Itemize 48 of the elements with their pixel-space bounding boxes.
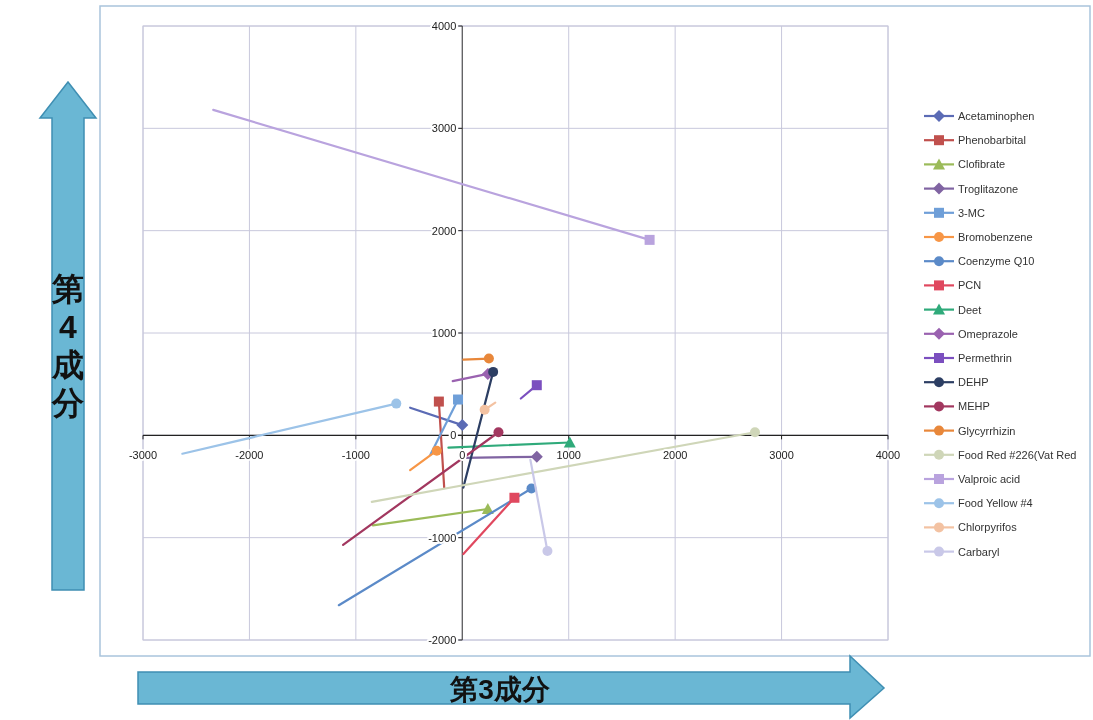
x-tick-label: 1000: [556, 449, 581, 462]
legend-label: Permethrin: [958, 352, 1012, 364]
point: [531, 380, 542, 391]
point: [488, 366, 499, 377]
point: [530, 450, 543, 463]
legend-label: PCN: [958, 279, 982, 292]
point: [431, 445, 442, 456]
point: [644, 234, 655, 245]
legend-label: Troglitazone: [958, 182, 1019, 195]
x-tick-label: -2000: [235, 449, 264, 462]
legend-label: Glycyrrhizin: [958, 424, 1016, 437]
point: [453, 394, 464, 405]
legend-label: Carbaryl: [958, 545, 1000, 558]
y-tick-label: -2000: [428, 634, 457, 646]
x-tick-label: 4000: [875, 449, 901, 462]
x-tick-label: 2000: [662, 449, 688, 462]
legend-label: MEHP: [958, 400, 990, 413]
point: [391, 398, 402, 409]
legend-label: Valproic acid: [958, 473, 1021, 485]
point: [493, 427, 504, 438]
point: [509, 492, 520, 503]
legend-label: Clofibrate: [958, 158, 1006, 171]
y-tick-label: 3000: [431, 122, 457, 135]
legend-label: Bromobenzene: [958, 231, 1033, 243]
x-axis-title: 第3成分: [449, 674, 551, 705]
point: [433, 396, 444, 407]
legend-label: Coenzyme Q10: [958, 255, 1035, 268]
point: [456, 419, 469, 432]
legend-label: Acetaminophen: [958, 110, 1035, 122]
legend-label: 3-MC: [958, 206, 985, 219]
legend-label: Chlorpyrifos: [958, 521, 1018, 534]
legend-label: Food Red #226(Vat Red: [958, 448, 1077, 461]
y-tick-label: 1000: [431, 327, 457, 339]
legend-label: DEHP: [958, 376, 989, 389]
point: [542, 545, 553, 556]
point: [483, 353, 494, 364]
x-tick-label: 3000: [769, 449, 794, 462]
legend-label: Omeprazole: [958, 327, 1018, 340]
legend-label: Deet: [958, 303, 982, 316]
legend-label: Phenobarbital: [958, 134, 1026, 147]
x-tick-label: -1000: [341, 449, 370, 462]
y-tick-label: 2000: [431, 224, 457, 237]
legend-label: Food Yellow #4: [958, 497, 1033, 510]
y-tick-label: 4000: [431, 20, 457, 32]
y-axis-title: 第4成分: [51, 271, 84, 421]
x-tick-label: -3000: [128, 449, 158, 462]
point: [749, 427, 760, 438]
point: [479, 404, 490, 415]
